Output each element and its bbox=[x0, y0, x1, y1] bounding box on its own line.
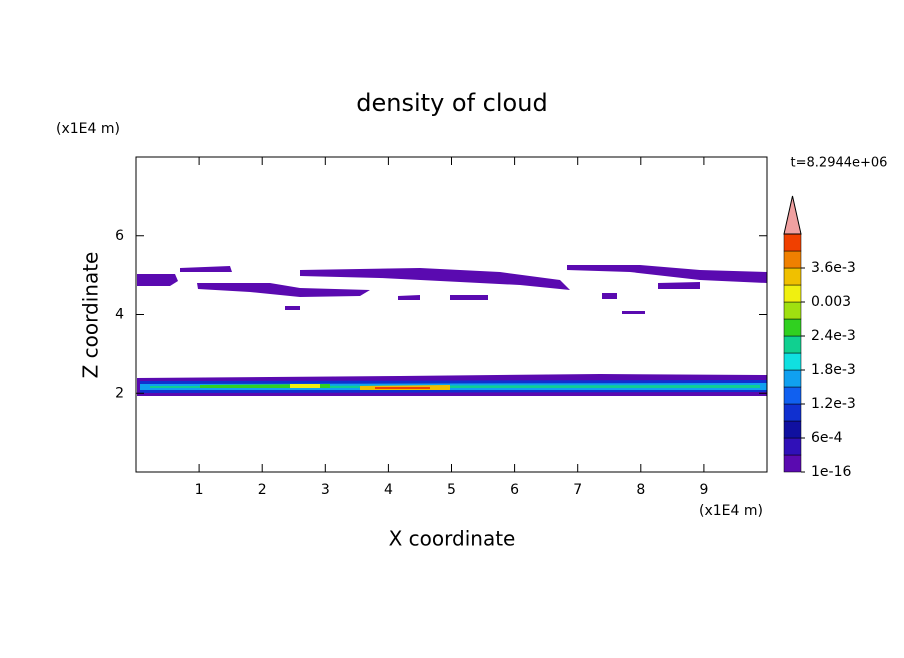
y-tick-label: 6 bbox=[115, 228, 124, 244]
colorbar-box bbox=[783, 454, 802, 473]
x-tick-label: 4 bbox=[384, 482, 393, 498]
colorbar-label: 1.2e-3 bbox=[811, 396, 856, 412]
contour-region bbox=[658, 282, 700, 289]
x-tick-label: 5 bbox=[447, 482, 456, 498]
x-tick-label: 6 bbox=[510, 482, 519, 498]
colorbar-box bbox=[783, 284, 802, 303]
colorbar-box bbox=[783, 369, 802, 388]
colorbar-box bbox=[783, 233, 802, 252]
colorbar-box bbox=[783, 301, 802, 320]
colorbar-over bbox=[783, 195, 802, 235]
x-tick-label: 2 bbox=[258, 482, 267, 498]
colorbar-label: 1e-16 bbox=[811, 464, 851, 480]
x-tick-label: 7 bbox=[573, 482, 582, 498]
y-tick-label: 4 bbox=[115, 307, 124, 323]
contour-region bbox=[197, 283, 370, 297]
contour-region bbox=[567, 265, 767, 283]
x-tick-label: 1 bbox=[195, 482, 204, 498]
contour-region bbox=[290, 384, 320, 388]
chart-title: density of cloud bbox=[356, 89, 547, 117]
colorbar-box bbox=[783, 318, 802, 337]
contour-region bbox=[602, 293, 617, 299]
colorbar-label: 2.4e-3 bbox=[811, 328, 856, 344]
x-tick-label: 3 bbox=[321, 482, 330, 498]
time-label: t=8.2944e+06 bbox=[791, 156, 888, 171]
contour-region bbox=[622, 311, 645, 314]
colorbar-box bbox=[783, 386, 802, 405]
x-tick-label: 8 bbox=[636, 482, 645, 498]
colorbar-box bbox=[783, 250, 802, 269]
colorbar-label: 3.6e-3 bbox=[811, 260, 856, 276]
x-unit: (x1E4 m) bbox=[699, 503, 763, 519]
colorbar-label: 1.8e-3 bbox=[811, 362, 856, 378]
y-tick-label: 2 bbox=[115, 385, 124, 401]
colorbar-box bbox=[783, 437, 802, 456]
contour-region bbox=[375, 387, 430, 389]
y-axis-title: Z coordinate bbox=[79, 252, 103, 379]
colorbar-label: 0.003 bbox=[811, 294, 851, 310]
x-axis-title: X coordinate bbox=[389, 527, 516, 551]
x-tick-label: 9 bbox=[699, 482, 708, 498]
colorbar-box bbox=[783, 403, 802, 422]
colorbar-box bbox=[783, 352, 802, 371]
colorbar-box bbox=[783, 335, 802, 354]
colorbar-box bbox=[783, 267, 802, 286]
colorbar-box bbox=[783, 420, 802, 439]
colorbar-label: 6e-4 bbox=[811, 430, 843, 446]
contour-region bbox=[450, 295, 488, 300]
contour-region bbox=[300, 268, 570, 290]
contour-region bbox=[180, 266, 232, 272]
plot-frame bbox=[135, 156, 768, 473]
y-unit: (x1E4 m) bbox=[56, 121, 120, 137]
contour-region bbox=[285, 306, 300, 310]
contour-field bbox=[137, 265, 767, 396]
contour-region bbox=[398, 295, 420, 300]
contour-region bbox=[137, 274, 178, 286]
